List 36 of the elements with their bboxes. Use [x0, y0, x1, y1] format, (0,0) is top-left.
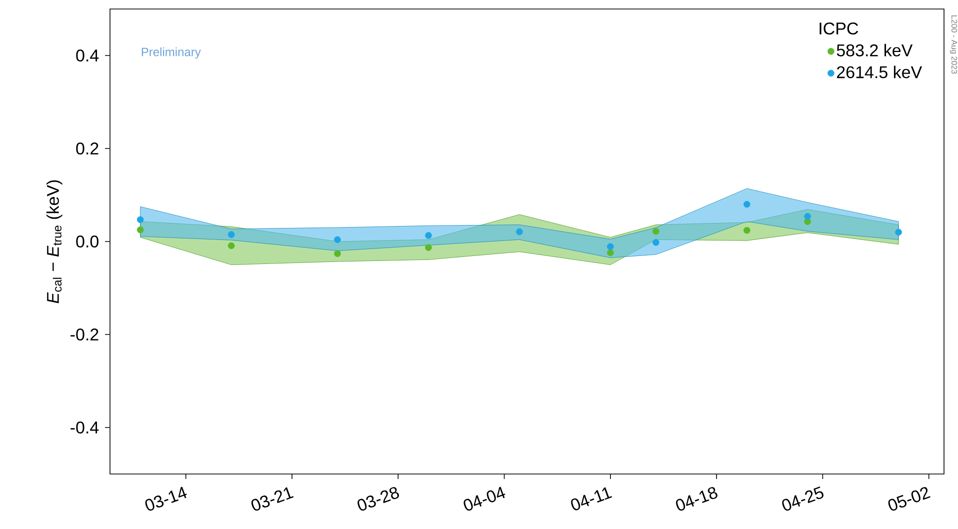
x-tick-label: 05-02	[888, 487, 930, 511]
x-tick-label: 04-04	[464, 486, 506, 511]
y-tick-label: -0.4	[70, 421, 99, 434]
point	[804, 212, 811, 220]
x-tick-label: 03-28	[358, 487, 399, 511]
point	[228, 242, 235, 250]
point	[334, 236, 341, 244]
x-tick-label: 04-25	[782, 486, 824, 511]
point	[516, 228, 523, 236]
point	[425, 232, 432, 239]
y-tick-label: -0.2	[70, 328, 98, 341]
text: L200 - Aug 2023	[950, 16, 958, 74]
point	[334, 250, 341, 257]
point	[743, 200, 750, 208]
annotation: Preliminary	[142, 47, 201, 59]
x-tick-label: 03-21	[251, 487, 294, 511]
point	[136, 216, 144, 224]
y-tick-label: 0.0	[76, 235, 98, 248]
point	[652, 239, 660, 246]
point	[228, 231, 235, 238]
legend-label: 583.2 keV	[836, 44, 913, 56]
y-tick-label: 0.2	[76, 142, 98, 155]
point	[425, 244, 432, 251]
point	[607, 243, 614, 250]
legend-title: ICPC	[820, 22, 858, 35]
point	[652, 228, 660, 235]
y-tick-label: 0.4	[76, 49, 99, 62]
y-axis-title: E$_{cal}$ − E$_{true}$ (keV)	[46, 180, 62, 304]
point	[607, 249, 614, 256]
x-tick-label: 04-11	[571, 487, 612, 510]
x-tick-label: 03-14	[145, 486, 187, 511]
point	[895, 228, 902, 236]
point	[136, 226, 144, 234]
point	[743, 226, 750, 234]
legend-label: 2614.5 keV	[836, 66, 922, 78]
x-tick-label: 04-18	[676, 487, 718, 511]
